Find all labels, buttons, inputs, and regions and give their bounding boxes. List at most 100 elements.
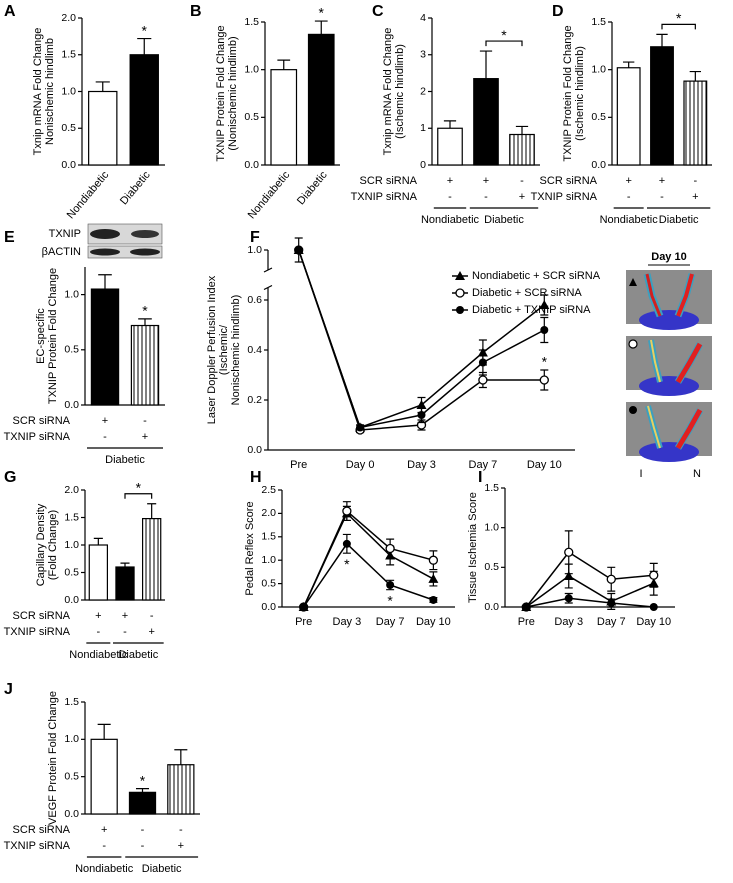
y-tick-label: 1.0: [64, 288, 79, 300]
bar: [473, 78, 499, 166]
marker: [416, 400, 427, 409]
y-tick-label: 1.0: [591, 63, 606, 75]
error-bar: [656, 33, 668, 47]
error-bar: [277, 59, 291, 70]
y-tick-label: 0.0: [261, 601, 276, 613]
condition-sign: +: [95, 610, 101, 622]
condition-sign: -: [123, 626, 127, 638]
marker: [385, 543, 395, 554]
marker: [607, 599, 616, 608]
y-tick-label: 0.5: [64, 344, 79, 356]
error-bar: [95, 81, 110, 92]
perfusion-image: [626, 402, 712, 462]
y-tick-label: 0.0: [61, 159, 76, 171]
marker: [564, 594, 573, 603]
bar: [437, 127, 463, 166]
panel-letter: F: [250, 229, 260, 246]
bar: [307, 33, 335, 166]
bar: [88, 544, 109, 601]
bar: [683, 80, 708, 166]
panel-letter: G: [4, 469, 16, 486]
condition-sign: +: [102, 415, 108, 427]
marker: [540, 326, 549, 334]
x-tick-label: Day 10: [636, 616, 671, 628]
perfusion-image: [626, 336, 712, 396]
condition-sign: -: [520, 175, 524, 187]
marker: [606, 574, 616, 584]
y-tick-label: 0.5: [591, 111, 606, 123]
image-title: Day 10: [651, 251, 686, 263]
y-tick-label: 1: [420, 122, 426, 134]
y-tick-label: 1.0: [484, 521, 499, 533]
group-label: Diabetic: [118, 649, 158, 661]
x-tick-label: Day 10: [416, 616, 451, 628]
x-tick-label: Day 10: [527, 459, 562, 471]
significance-label: *: [142, 303, 148, 319]
y-axis-label: TXNIP Protein Fold Change: [562, 25, 574, 161]
y-tick-label: 2.0: [61, 12, 76, 24]
marker: [649, 603, 658, 611]
condition-sign: -: [484, 191, 488, 203]
condition-sign: +: [692, 191, 698, 203]
error-bar: [515, 125, 529, 135]
x-tick-label: Pre: [518, 616, 535, 628]
x-tick-label: Day 3: [407, 459, 436, 471]
x-tick-label: Diabetic: [295, 169, 330, 208]
significance-bracket: [661, 23, 696, 30]
image-label: I: [639, 468, 642, 480]
significance-bracket: [485, 40, 523, 47]
condition-label: SCR siRNA: [540, 175, 598, 187]
y-axis-label: TXNIP Protein Fold Change: [215, 25, 227, 161]
y-tick-label: 0.6: [247, 294, 262, 306]
y-tick-label: 1.0: [64, 733, 79, 745]
error-bar: [97, 723, 111, 740]
legend-label: Diabetic + TXNIP siRNA: [472, 304, 591, 316]
y-axis-label: (Ischemic hindlimb): [394, 44, 406, 139]
condition-label: TXNIP siRNA: [531, 191, 598, 203]
condition-sign: -: [179, 824, 183, 836]
condition-sign: -: [143, 415, 147, 427]
bar: [167, 764, 195, 815]
y-tick-label: 4: [420, 12, 426, 24]
condition-label: SCR siRNA: [13, 610, 71, 622]
significance-label: *: [676, 10, 682, 26]
error-bar: [314, 20, 328, 35]
group-label: Nondiabetic: [69, 649, 128, 661]
condition-sign: +: [148, 626, 154, 638]
significance-bracket: [124, 493, 153, 499]
image-label: N: [693, 468, 701, 480]
marker: [356, 423, 365, 432]
error-bar: [138, 318, 152, 326]
condition-sign: +: [625, 175, 631, 187]
y-tick-label: 1.5: [64, 511, 79, 523]
perfusion-images: [626, 264, 712, 462]
significance-label: *: [387, 592, 393, 608]
y-tick-label: 0.0: [484, 601, 499, 613]
x-tick-label: Day 7: [376, 616, 405, 628]
y-tick-label: 0.5: [64, 770, 79, 782]
condition-label: TXNIP siRNA: [4, 626, 71, 638]
y-axis-label: Laser Doppler Perfusion Index: [206, 275, 218, 424]
condition-label: TXNIP siRNA: [4, 840, 71, 852]
group-label: Diabetic: [659, 214, 699, 226]
error-bar: [120, 562, 130, 567]
significance-label: *: [542, 354, 548, 370]
y-tick-label: 0.0: [64, 808, 79, 820]
significance-label: *: [140, 772, 146, 788]
group-label: Diabetic: [484, 214, 524, 226]
panel-letter: A: [4, 3, 16, 20]
group-label: Diabetic: [105, 454, 145, 466]
significance-label: *: [319, 5, 325, 21]
panel-letter: J: [4, 681, 13, 698]
group-label: Nondiabetic: [75, 863, 134, 875]
bar: [142, 517, 162, 601]
error-bar: [479, 50, 493, 79]
y-axis-label: VEGF Protein Fold Change: [47, 691, 59, 825]
marker: [342, 506, 352, 516]
y-axis-label: Tissue Ischemia Score: [467, 492, 479, 603]
marker: [478, 358, 487, 367]
y-tick-label: 0.4: [247, 344, 262, 356]
y-tick-label: 0.0: [591, 159, 606, 171]
panel-letter: H: [250, 469, 262, 486]
